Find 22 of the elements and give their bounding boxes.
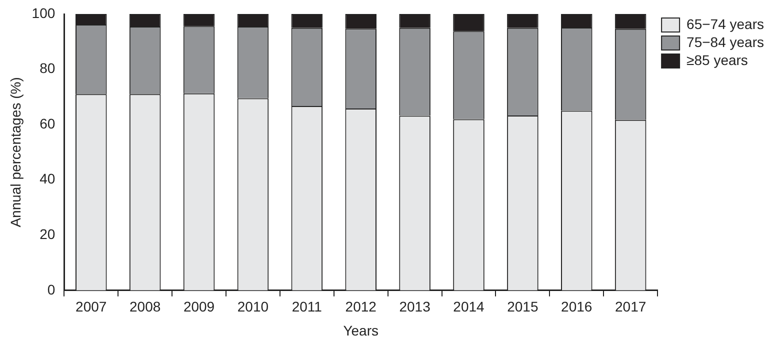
- legend-label: 75−84 years: [686, 34, 764, 50]
- x-tick-label: 2014: [453, 298, 485, 315]
- legend-label: 65−74 years: [686, 16, 764, 32]
- x-tick-label: 2010: [237, 298, 269, 315]
- y-tick-label: 40: [40, 170, 56, 187]
- y-tick-label: 60: [40, 115, 56, 132]
- y-tick-label: 0: [47, 281, 56, 298]
- y-tick-label: 80: [40, 60, 56, 76]
- x-tick-label: 2012: [345, 298, 377, 315]
- y-tick-label: 20: [40, 226, 56, 242]
- x-tick-label: 2016: [561, 298, 592, 315]
- x-tick-label: 2011: [292, 298, 322, 315]
- y-tick-label: 100: [32, 4, 56, 21]
- x-tick-label: 2017: [615, 298, 646, 315]
- y-axis-title: Annual percentages (%): [7, 77, 24, 228]
- x-tick-label: 2008: [130, 298, 161, 315]
- legend-label: ≥85 years: [686, 52, 748, 68]
- x-tick-label: 2013: [399, 298, 431, 315]
- x-tick-label: 2007: [76, 298, 107, 315]
- x-tick-label: 2015: [507, 298, 538, 315]
- x-tick-label: 2009: [183, 298, 215, 315]
- x-axis-title: Years: [343, 322, 379, 338]
